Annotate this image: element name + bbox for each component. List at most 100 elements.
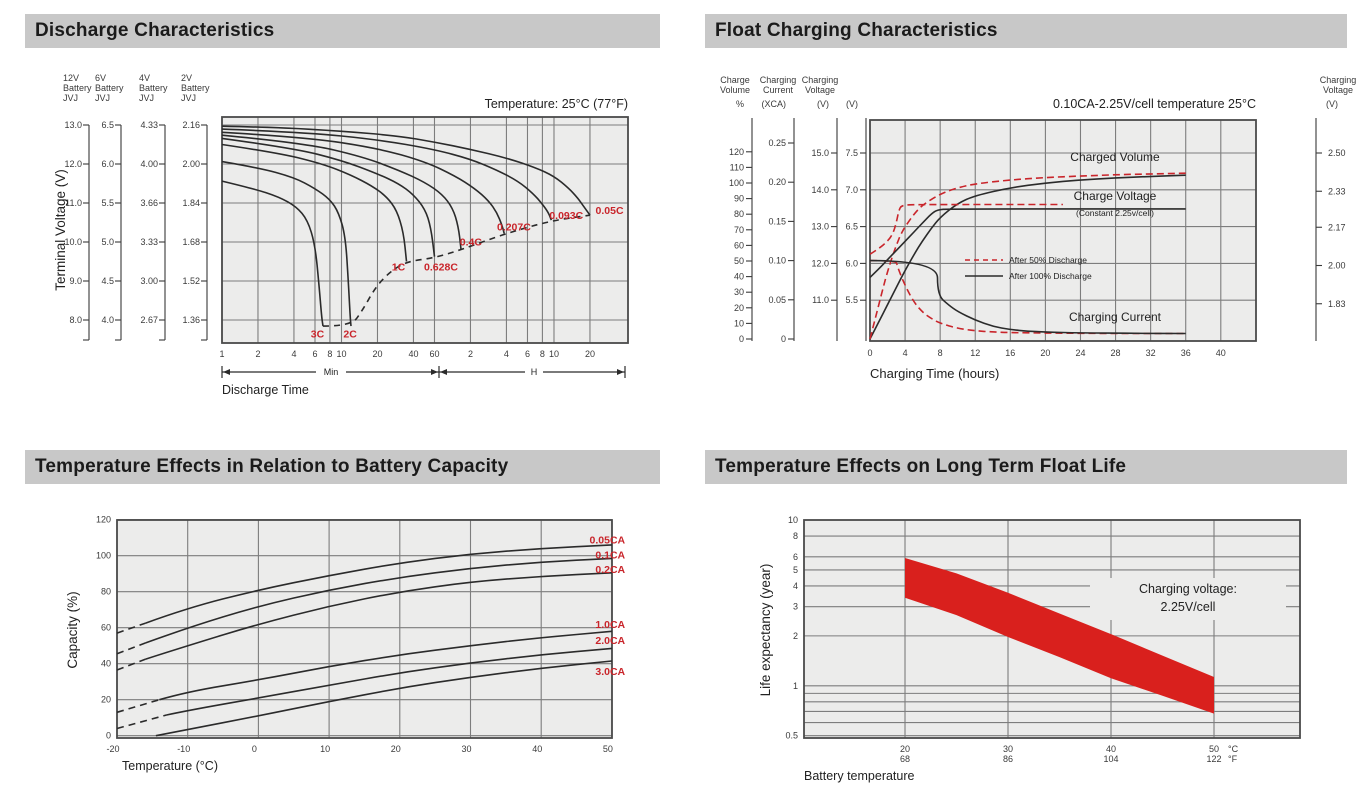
section-title-temperature-effects-capacity: Temperature Effects in Relation to Batte… bbox=[25, 450, 660, 484]
tick-label: 100 bbox=[729, 178, 744, 188]
axis-unit: % bbox=[736, 99, 744, 109]
tick-label: 16 bbox=[1005, 348, 1015, 358]
axis-unit: (V) bbox=[1326, 99, 1338, 109]
axis-header: Charge bbox=[720, 75, 750, 85]
scale-value: 1.36 bbox=[182, 315, 200, 325]
tick-label: 6.0 bbox=[845, 258, 858, 268]
charging-current-50 bbox=[869, 259, 1186, 335]
charge-voltage-50 bbox=[869, 203, 1063, 255]
tick-label: 4 bbox=[793, 581, 798, 591]
scale-header: Battery bbox=[63, 83, 92, 93]
scale-header: Battery bbox=[181, 83, 210, 93]
rate-label-0.4C: 0.4C bbox=[460, 236, 483, 248]
tick-label: 14.0 bbox=[811, 185, 829, 195]
scale-header: 2V bbox=[181, 73, 192, 83]
tick-label: -10 bbox=[177, 744, 190, 754]
tick-label: 1.83 bbox=[1328, 299, 1346, 309]
scale-value: 9.0 bbox=[69, 276, 82, 286]
tick-label: 40 bbox=[734, 272, 744, 282]
cutoff-locus bbox=[322, 214, 591, 327]
plot-border bbox=[803, 519, 1301, 739]
scale-header: 12V bbox=[63, 73, 79, 83]
label-charged-volume: Charged Volume bbox=[1070, 150, 1160, 164]
tick-label: 20 bbox=[900, 744, 910, 754]
axis-header: Charging bbox=[760, 75, 797, 85]
tick-label: 6.5 bbox=[845, 222, 858, 232]
label-charge-voltage: Charge Voltage bbox=[1074, 189, 1157, 203]
tick-label: 70 bbox=[734, 225, 744, 235]
tick-label: 10 bbox=[320, 744, 330, 754]
axis-unit: (V) bbox=[846, 99, 858, 109]
tick-label: 8 bbox=[793, 531, 798, 541]
scale-header: JVJ bbox=[95, 93, 110, 103]
arrowhead bbox=[431, 369, 438, 375]
tick-label: 120 bbox=[96, 515, 111, 525]
scale-header: JVJ bbox=[181, 93, 196, 103]
tick-label: 60 bbox=[734, 240, 744, 250]
tick-label: 20 bbox=[101, 695, 111, 705]
plot-area bbox=[222, 117, 628, 343]
tick-label: 104 bbox=[1103, 754, 1118, 764]
tick-label: 7.0 bbox=[845, 185, 858, 195]
curve-0.093C bbox=[221, 128, 553, 221]
legend-label: After 100% Discharge bbox=[1009, 271, 1092, 281]
tick-label: 15.0 bbox=[811, 148, 829, 158]
tick-label: 20 bbox=[734, 303, 744, 313]
tick-label: 1 bbox=[793, 681, 798, 691]
scale-header: 6V bbox=[95, 73, 106, 83]
x-axis-title: Charging Time (hours) bbox=[870, 366, 999, 381]
tick-label: 0 bbox=[106, 731, 111, 741]
scale-header: JVJ bbox=[63, 93, 78, 103]
scale-header: JVJ bbox=[139, 93, 154, 103]
tick-label: 20 bbox=[1040, 348, 1050, 358]
curve-0.05CA bbox=[145, 544, 612, 624]
axis-header: Charging bbox=[1320, 75, 1357, 85]
tick-label: 10 bbox=[336, 349, 346, 359]
tick-label: 4 bbox=[903, 348, 908, 358]
unit-patch bbox=[316, 366, 346, 378]
scale-header: Battery bbox=[95, 83, 124, 93]
rate-label-0.05C: 0.05C bbox=[596, 205, 624, 217]
scale-value: 12.0 bbox=[64, 159, 82, 169]
axis-unit: (XCA) bbox=[762, 99, 787, 109]
tick-label: 0 bbox=[739, 334, 744, 344]
tick-label: 7.5 bbox=[845, 148, 858, 158]
section-title-discharge-characteristics: Discharge Characteristics bbox=[25, 14, 660, 48]
tick-label: 40 bbox=[101, 659, 111, 669]
plot-area bbox=[870, 120, 1256, 341]
scale-value: 1.52 bbox=[182, 276, 200, 286]
tick-label: 0 bbox=[252, 744, 257, 754]
tick-label: 122 bbox=[1206, 754, 1221, 764]
rate-label-0.207C: 0.207C bbox=[497, 221, 531, 233]
curve-1.0CA bbox=[159, 630, 612, 701]
tick-label: 8 bbox=[327, 349, 332, 359]
tick-label: 4 bbox=[291, 349, 296, 359]
tick-label: 60 bbox=[101, 623, 111, 633]
unit-patch bbox=[525, 366, 543, 378]
axis-header: Charging bbox=[802, 75, 839, 85]
plot-border bbox=[869, 119, 1257, 342]
curve-3.0CA bbox=[155, 660, 612, 737]
tick-label: 60 bbox=[429, 349, 439, 359]
scale-value: 4.0 bbox=[101, 315, 114, 325]
tick-label: 2 bbox=[468, 349, 473, 359]
tick-label: 6 bbox=[525, 349, 530, 359]
curve-2C bbox=[221, 160, 352, 327]
life-expectancy-band bbox=[905, 558, 1214, 714]
curve-0.4C bbox=[221, 134, 462, 250]
scale-header: 4V bbox=[139, 73, 150, 83]
tick-label: 10 bbox=[788, 515, 798, 525]
scale-value: 8.0 bbox=[69, 315, 82, 325]
x-axis-title: Battery temperature bbox=[804, 769, 915, 783]
rate-label-2.0CA: 2.0CA bbox=[595, 635, 625, 647]
tick-label: 40 bbox=[408, 349, 418, 359]
rate-label-1.0CA: 1.0CA bbox=[595, 619, 625, 631]
scale-value: 13.0 bbox=[64, 120, 82, 130]
plot-border bbox=[221, 116, 629, 344]
axis-header: Voltage bbox=[1323, 85, 1353, 95]
charging-current-100 bbox=[869, 259, 1186, 335]
0.05CA-dashed bbox=[116, 622, 146, 634]
scale-value: 6.5 bbox=[101, 120, 114, 130]
annotation-patch bbox=[1090, 578, 1286, 620]
